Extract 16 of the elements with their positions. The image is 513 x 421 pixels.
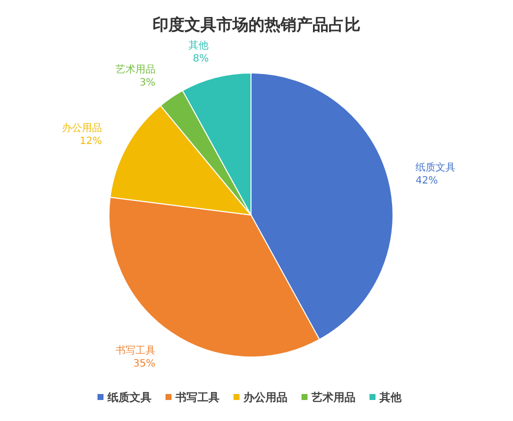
slice-label: 书写工具 <box>115 344 156 357</box>
data-label: 42% <box>416 176 438 187</box>
legend-label: 艺术用品 <box>310 391 356 404</box>
slice-label: 纸质文具 <box>416 162 456 174</box>
legend-label: 其他 <box>378 391 402 404</box>
slice-label: 其他 <box>188 39 209 52</box>
legend-label: 书写工具 <box>174 391 220 404</box>
legend-label: 纸质文具 <box>106 391 152 404</box>
legend-label: 办公用品 <box>242 391 288 404</box>
data-label: 8% <box>192 53 209 64</box>
data-label: 35% <box>133 358 156 370</box>
data-label: 12% <box>80 136 102 148</box>
slice-label: 艺术用品 <box>115 63 156 76</box>
chart-title: 印度文具市场的热销产品占比 <box>152 15 360 34</box>
data-label: 3% <box>140 77 156 88</box>
slice-label: 办公用品 <box>62 122 102 134</box>
